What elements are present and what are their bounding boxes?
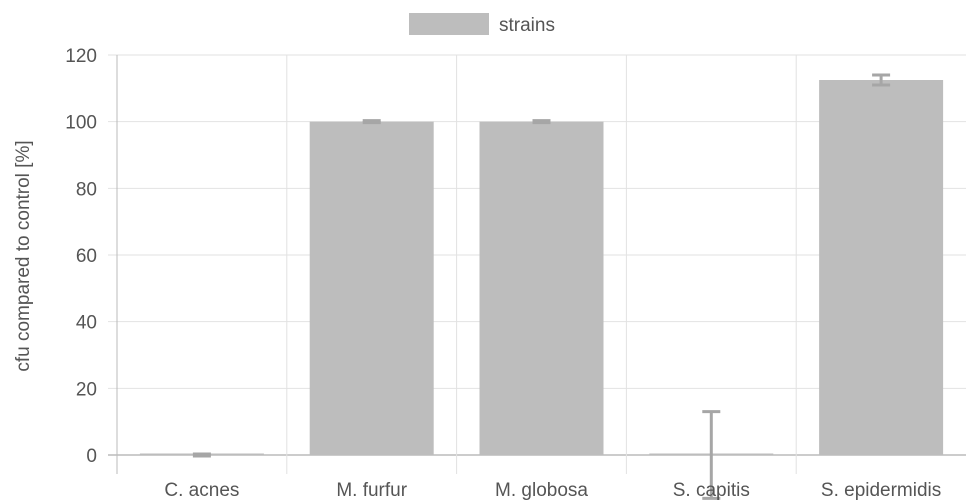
x-tick-label: S. epidermidis	[821, 480, 941, 501]
error-bars	[192, 73, 891, 500]
legend-swatch	[409, 13, 489, 35]
y-axis-title: cfu compared to control [%]	[13, 140, 34, 371]
y-tick-label: 120	[65, 46, 97, 67]
bars	[139, 80, 944, 456]
y-tick-label: 80	[76, 179, 97, 200]
error-bar	[362, 119, 381, 125]
bar	[819, 80, 944, 455]
legend-label: strains	[499, 15, 555, 36]
x-tick-label: C. acnes	[164, 480, 239, 501]
bar	[309, 121, 434, 456]
y-tick-label: 100	[65, 113, 97, 134]
y-tick-labels: 0 20 40 60 80 100 120	[65, 46, 97, 467]
y-tick-label: 0	[86, 446, 97, 467]
y-tick-label: 20	[76, 379, 97, 400]
bar	[479, 121, 604, 456]
x-tick-labels: C. acnes M. furfur M. globosa S. capitis S. …	[164, 480, 941, 501]
error-bar	[532, 119, 551, 125]
error-bar	[702, 410, 721, 500]
x-tick-label: S. capitis	[673, 480, 750, 501]
x-tick-label: M. globosa	[495, 480, 588, 501]
y-tick-label: 60	[76, 246, 97, 267]
legend[interactable]: strains	[409, 13, 555, 36]
y-tick-label: 40	[76, 313, 97, 334]
error-bar	[872, 73, 891, 87]
x-tick-label: M. furfur	[336, 480, 407, 501]
error-bar	[192, 452, 211, 458]
